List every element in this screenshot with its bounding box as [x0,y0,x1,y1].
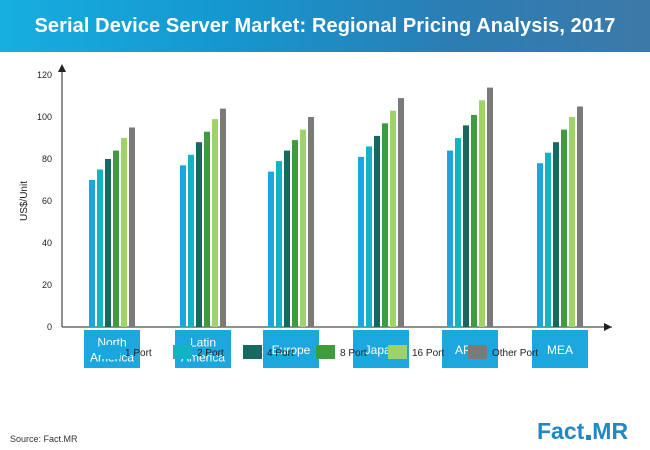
bar [188,154,194,327]
bar [105,159,111,327]
source-note: Source: Fact.MR [10,434,78,444]
bar [292,140,298,327]
chart-title: Serial Device Server Market: Regional Pr… [34,14,616,37]
y-tick-label: 100 [37,112,52,122]
bar [300,129,306,327]
bar [569,117,575,327]
bar [479,100,485,327]
y-axis-arrow [58,64,66,72]
legend-swatch [101,345,120,359]
y-tick-label: 40 [42,238,52,248]
bar [577,106,583,327]
legend-label: Other Port [492,348,538,359]
chart-axes [58,64,612,331]
y-tick-labels: 0 20 40 60 80 100 120 [37,70,52,332]
legend-item: 4 Port [243,345,294,359]
legend-swatch [316,345,335,359]
bar-group [537,106,583,327]
bar-group [180,108,226,327]
legend-swatch [243,345,262,359]
category-label-text: Latin [190,336,216,350]
category-label-box [532,330,588,368]
legend-item: Other Port [468,345,538,359]
category-label-box [263,330,319,368]
category-label-text: MEA [547,343,573,357]
bar [447,150,453,327]
bar [196,142,202,327]
bar [537,163,543,327]
bar [129,127,135,327]
factmr-logo: Fact MR [533,417,632,445]
bar [471,114,477,328]
bar [180,165,186,327]
bar [89,180,95,327]
category-label-text: Europe [272,343,311,357]
bar [204,131,210,327]
chart-legend: 1 Port 2 Port 4 Port 8 Port 16 Port Other Por… [101,345,538,359]
bar [382,123,388,327]
bar [212,119,218,327]
legend-label: 2 Port [197,348,224,359]
logo-word-mr: MR [592,417,629,444]
bar-group [358,98,404,327]
legend-item: 16 Port [388,345,444,359]
bar [545,152,551,327]
category-label-text: America [181,351,225,365]
y-axis-label: US$/Unit [19,181,30,221]
legend-swatch [388,345,407,359]
category-label: MEA [532,330,588,368]
bar [97,169,103,327]
bar-group [89,127,135,327]
legend-label: 16 Port [412,348,444,359]
bar [308,117,314,327]
bar-group [268,117,314,327]
y-tick-label: 80 [42,154,52,164]
bar [390,110,396,327]
category-labels: NorthAmericaLatinAmericaEuropeJapanAPEJM… [84,330,588,368]
bar [487,87,493,327]
legend-label: 4 Port [267,348,294,359]
bar [553,142,559,327]
bar [113,150,119,327]
y-tick-label: 0 [47,322,52,332]
bar [284,150,290,327]
chart-bars [89,87,583,328]
bar [455,138,461,327]
bar [220,108,226,327]
chart-header: Serial Device Server Market: Regional Pr… [0,0,650,52]
legend-label: 1 Port [125,348,152,359]
y-tick-label: 20 [42,280,52,290]
legend-item: 2 Port [173,345,224,359]
bar [276,161,282,327]
logo-dot [586,434,592,440]
bar [121,138,127,327]
bar [268,171,274,327]
bar-group [447,87,493,328]
bar [366,146,372,327]
y-tick-label: 60 [42,196,52,206]
category-label: Europe [263,330,319,368]
bar [463,125,469,328]
x-axis-arrow [604,323,612,331]
bar [358,156,364,327]
legend-swatch [468,345,487,359]
y-tick-label: 120 [37,70,52,80]
legend-label: 8 Port [340,348,367,359]
bar [374,135,380,327]
bar [398,98,404,327]
legend-swatch [173,345,192,359]
legend-item: 1 Port [101,345,152,359]
bar [561,129,567,327]
logo-word-fact: Fact [537,417,585,444]
legend-item: 8 Port [316,345,367,359]
